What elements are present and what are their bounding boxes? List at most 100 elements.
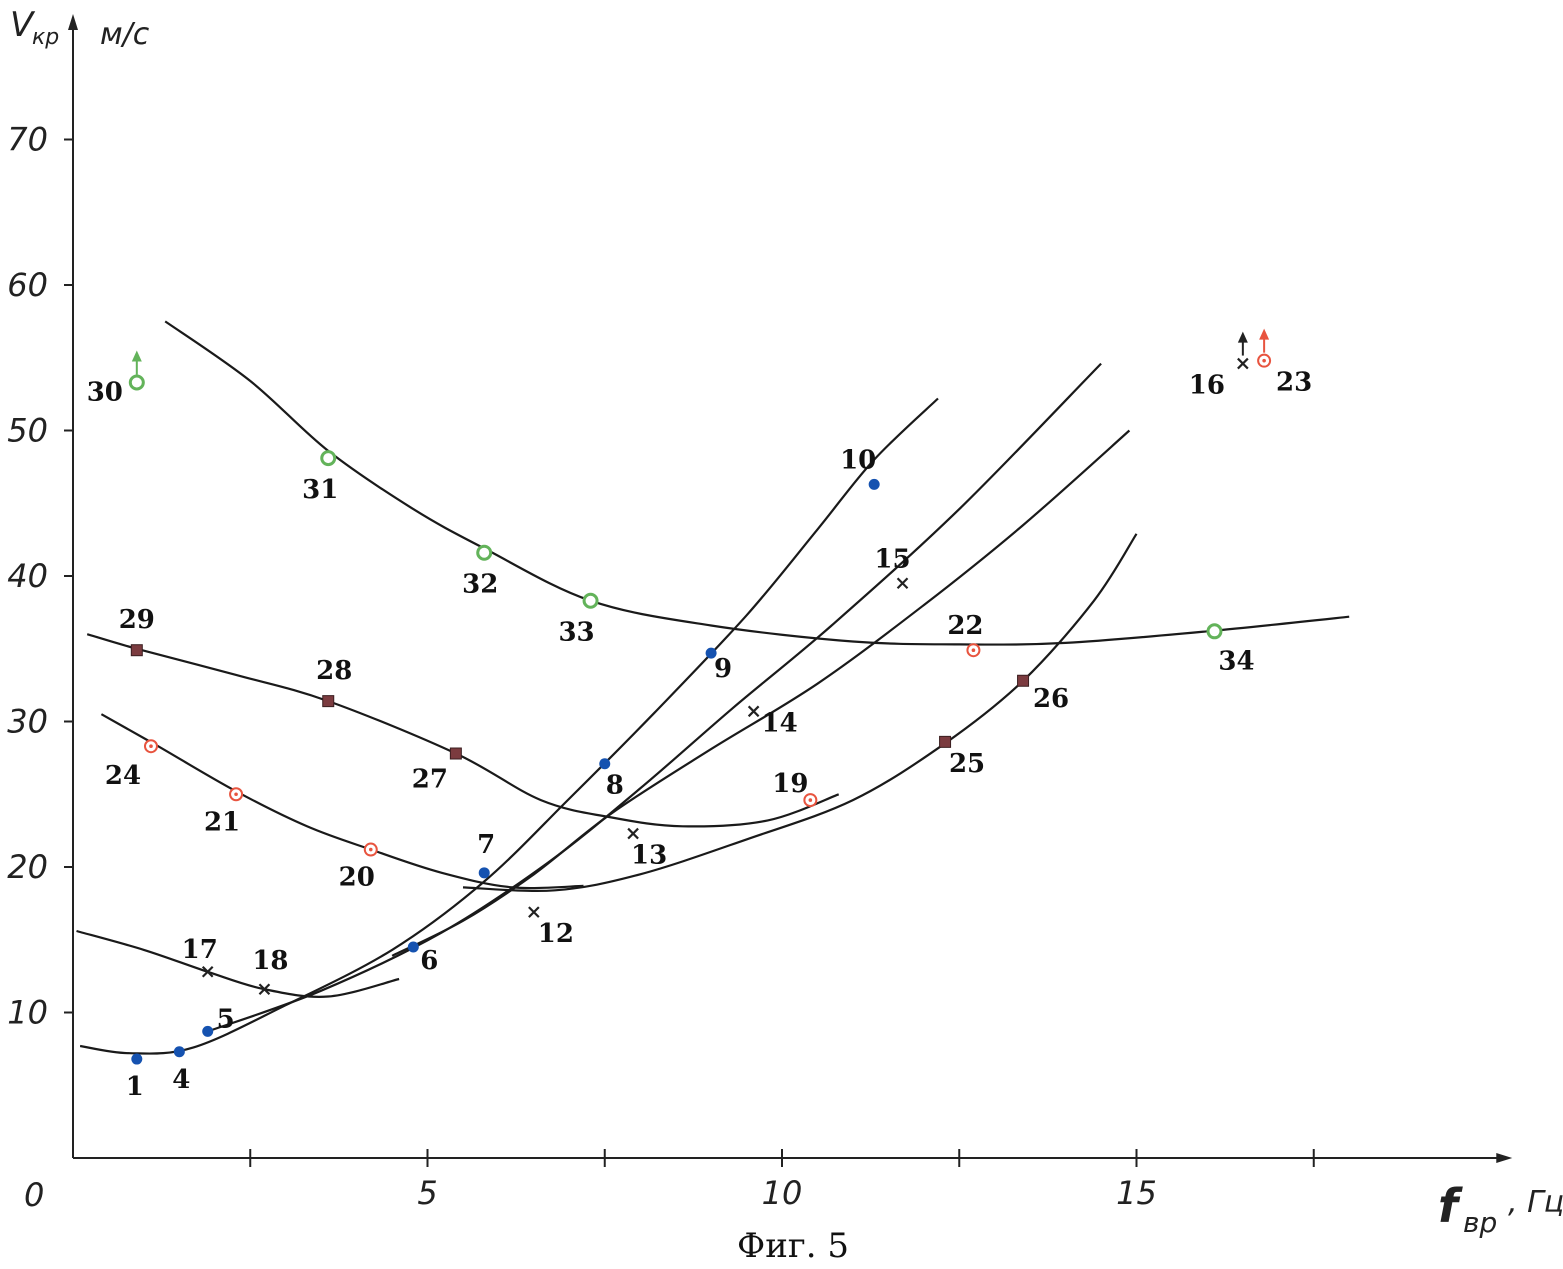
data-point: 1 [126, 1054, 144, 1103]
point-label: 15 [874, 544, 910, 574]
data-point: 34 [1208, 625, 1255, 677]
point-label: 26 [1033, 684, 1069, 714]
point-label: 23 [1276, 368, 1312, 398]
point-label: 13 [631, 841, 667, 871]
x-axis-label-sub: вр [1463, 1206, 1497, 1239]
red-circle-center [234, 792, 238, 796]
green-ring-marker [584, 594, 597, 607]
cross-marker [898, 578, 908, 588]
cross-marker [1238, 359, 1248, 369]
y-tick-label: 40 [7, 557, 48, 595]
fitted-curves [77, 321, 1350, 1053]
point-label: 10 [840, 445, 876, 475]
cross-marker [749, 706, 759, 716]
square-marker [450, 748, 461, 759]
point-label: 8 [606, 771, 624, 801]
data-point: 32 [462, 546, 498, 600]
data-point: 31 [302, 452, 338, 506]
point-label: 31 [302, 475, 338, 505]
point-label: 28 [316, 656, 352, 686]
point-label: 4 [172, 1065, 190, 1095]
data-point: 4 [172, 1046, 190, 1095]
up-arrow-head-icon [1259, 329, 1269, 340]
point-label: 18 [252, 946, 288, 976]
up-arrow-head-icon [132, 350, 142, 361]
cross-points-curve [208, 364, 1101, 1032]
point-label: 34 [1218, 646, 1254, 676]
red-circle-center [369, 848, 373, 852]
blue-dot-marker [174, 1046, 185, 1057]
data-point: 27 [412, 748, 462, 795]
red-circle-center [1262, 359, 1266, 363]
square-marker [940, 736, 951, 747]
point-label: 1 [126, 1072, 144, 1102]
blue-dot-marker [202, 1026, 213, 1037]
point-label: 5 [217, 1004, 235, 1034]
y-axis-unit: м/с [100, 17, 150, 52]
data-point: 5 [202, 1004, 235, 1037]
point-label: 20 [339, 863, 375, 893]
x-axis-unit: , Гц [1508, 1185, 1563, 1220]
x-tick-label: 10 [762, 1174, 803, 1212]
red-circle-center [972, 648, 976, 652]
upper-red-curve [392, 431, 1129, 956]
up-arrow-head-icon [1238, 332, 1248, 343]
origin-label: 0 [24, 1176, 44, 1214]
y-axis-arrow [68, 14, 78, 30]
data-point: 17 [182, 935, 218, 977]
x-tick-label: 5 [417, 1174, 437, 1212]
point-label: 16 [1189, 371, 1225, 401]
data-point: 21 [204, 788, 242, 837]
data-point: 16 [1189, 332, 1248, 401]
data-point: 10 [840, 445, 880, 490]
red-circle-center [149, 744, 153, 748]
y-tick-label: 50 [7, 412, 48, 450]
y-tick-label: 60 [7, 266, 48, 304]
point-label: 25 [949, 749, 985, 779]
square-marker [1018, 675, 1029, 686]
point-label: 22 [947, 611, 983, 641]
point-label: 32 [462, 570, 498, 600]
data-point: 23 [1258, 329, 1312, 398]
x-tick-label: 15 [1116, 1174, 1157, 1212]
data-point: 19 [772, 769, 816, 806]
data-point: 13 [628, 829, 667, 871]
red-circle-center [809, 798, 813, 802]
point-label: 9 [714, 654, 732, 684]
y-tick-label: 20 [7, 848, 48, 886]
data-point: 7 [477, 830, 495, 879]
cross-marker [628, 829, 638, 839]
green-ring-marker [322, 452, 335, 465]
point-label: 17 [182, 935, 218, 965]
x-axis-arrow [1496, 1153, 1512, 1163]
point-label: 21 [204, 807, 240, 837]
data-point: 25 [940, 736, 986, 779]
data-point: 22 [947, 611, 983, 656]
blue-dot-marker [869, 479, 880, 490]
data-point: 9 [706, 648, 733, 685]
point-label: 6 [420, 946, 438, 976]
y-tick-label: 30 [7, 703, 48, 741]
y-tick-label: 70 [7, 121, 48, 159]
green-ring-marker [130, 376, 143, 389]
data-points: 1456789101213141516171819202122232425262… [87, 329, 1312, 1102]
green-points-curve [165, 321, 1349, 644]
cross-17-18-curve [77, 931, 400, 997]
point-label: 14 [762, 708, 798, 738]
blue-dot-marker [599, 758, 610, 769]
data-point: 26 [1018, 675, 1070, 714]
point-label: 33 [558, 618, 594, 648]
y-tick-label: 10 [7, 994, 48, 1032]
blue-dot-marker [479, 867, 490, 878]
data-point: 20 [339, 844, 377, 893]
point-label: 29 [119, 605, 155, 635]
square-marker [131, 645, 142, 656]
data-point: 6 [408, 942, 439, 977]
data-point: 12 [529, 907, 574, 949]
blue-dot-marker [408, 942, 419, 953]
blue-dot-marker [131, 1054, 142, 1065]
green-ring-marker [478, 546, 491, 559]
point-label: 19 [772, 769, 808, 799]
point-label: 30 [87, 377, 123, 407]
